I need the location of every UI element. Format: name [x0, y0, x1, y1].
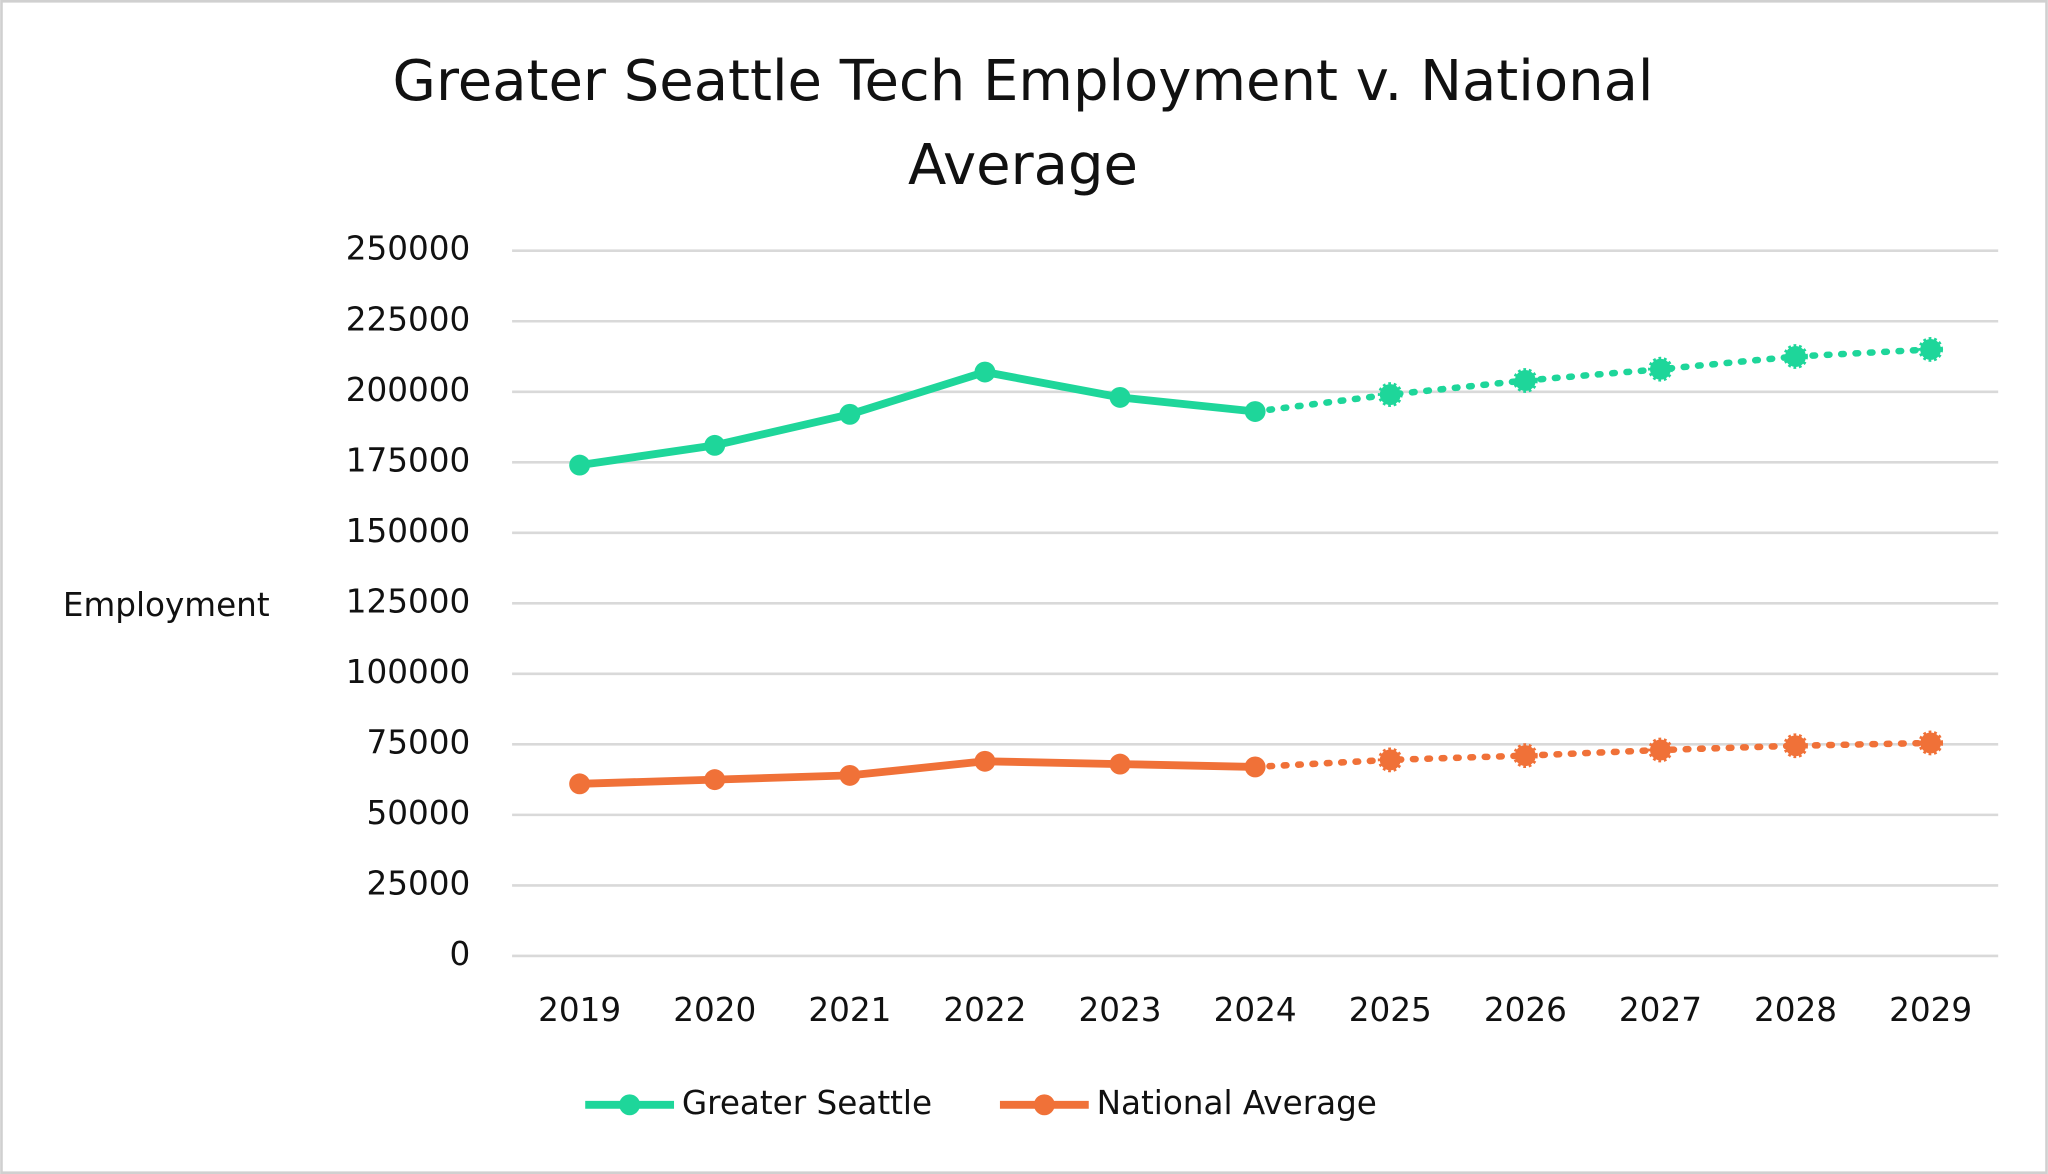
series-marker	[569, 454, 591, 476]
series-marker	[1377, 747, 1403, 773]
series-marker	[1918, 337, 1944, 362]
x-tick-label: 2023	[1079, 991, 1162, 1029]
series-marker	[839, 403, 861, 425]
legend-marker	[619, 1094, 641, 1116]
series-marker	[1918, 730, 1944, 756]
series-marker	[839, 764, 861, 786]
series-marker	[704, 769, 726, 791]
legend-label: National Average	[1097, 1084, 1377, 1122]
series-marker	[1512, 743, 1538, 769]
series-marker	[1648, 356, 1673, 382]
x-tick-label: 2022	[943, 991, 1026, 1029]
y-tick-label: 0	[450, 935, 471, 973]
y-tick-label: 25000	[367, 864, 471, 902]
series-line-dotted	[1251, 346, 1934, 415]
x-tick-label: 2026	[1484, 991, 1567, 1029]
series-line	[575, 757, 1260, 788]
series-marker	[974, 361, 996, 383]
y-tick-label: 175000	[346, 441, 471, 479]
y-axis-label: Employment	[63, 586, 270, 624]
x-tick-label: 2027	[1619, 991, 1702, 1029]
series-line	[575, 368, 1260, 470]
y-tick-label: 50000	[367, 794, 471, 832]
series-marker	[1109, 386, 1131, 408]
series-marker	[569, 773, 591, 795]
series-marker	[1783, 733, 1808, 759]
series-marker	[1109, 753, 1131, 775]
y-tick-label: 150000	[346, 512, 471, 550]
series-marker	[1783, 344, 1808, 369]
series-line-dotted	[1251, 739, 1934, 771]
x-tick-label: 2025	[1349, 991, 1432, 1029]
y-tick-label: 200000	[346, 371, 471, 409]
series-marker	[1244, 401, 1266, 422]
y-tick-label: 225000	[346, 300, 471, 338]
x-tick-label: 2020	[673, 991, 756, 1029]
y-tick-label: 250000	[346, 230, 471, 268]
series-marker	[974, 750, 996, 772]
y-tick-label: 100000	[346, 653, 471, 691]
x-tick-label: 2028	[1754, 991, 1837, 1029]
series-marker	[704, 434, 726, 456]
series-marker	[1244, 756, 1266, 778]
series-marker	[1512, 368, 1538, 393]
legend-label: Greater Seattle	[682, 1084, 932, 1122]
series-marker	[1648, 737, 1673, 763]
series-marker	[1377, 382, 1403, 407]
legend-marker	[1033, 1094, 1055, 1116]
y-tick-label: 75000	[367, 723, 471, 761]
x-tick-label: 2029	[1889, 991, 1972, 1029]
x-tick-label: 2019	[538, 991, 621, 1029]
x-tick-label: 2021	[808, 991, 891, 1029]
y-tick-label: 125000	[346, 582, 471, 620]
chart-title: Greater Seattle Tech Employment v. Natio…	[392, 49, 1654, 198]
x-tick-label: 2024	[1214, 991, 1297, 1029]
